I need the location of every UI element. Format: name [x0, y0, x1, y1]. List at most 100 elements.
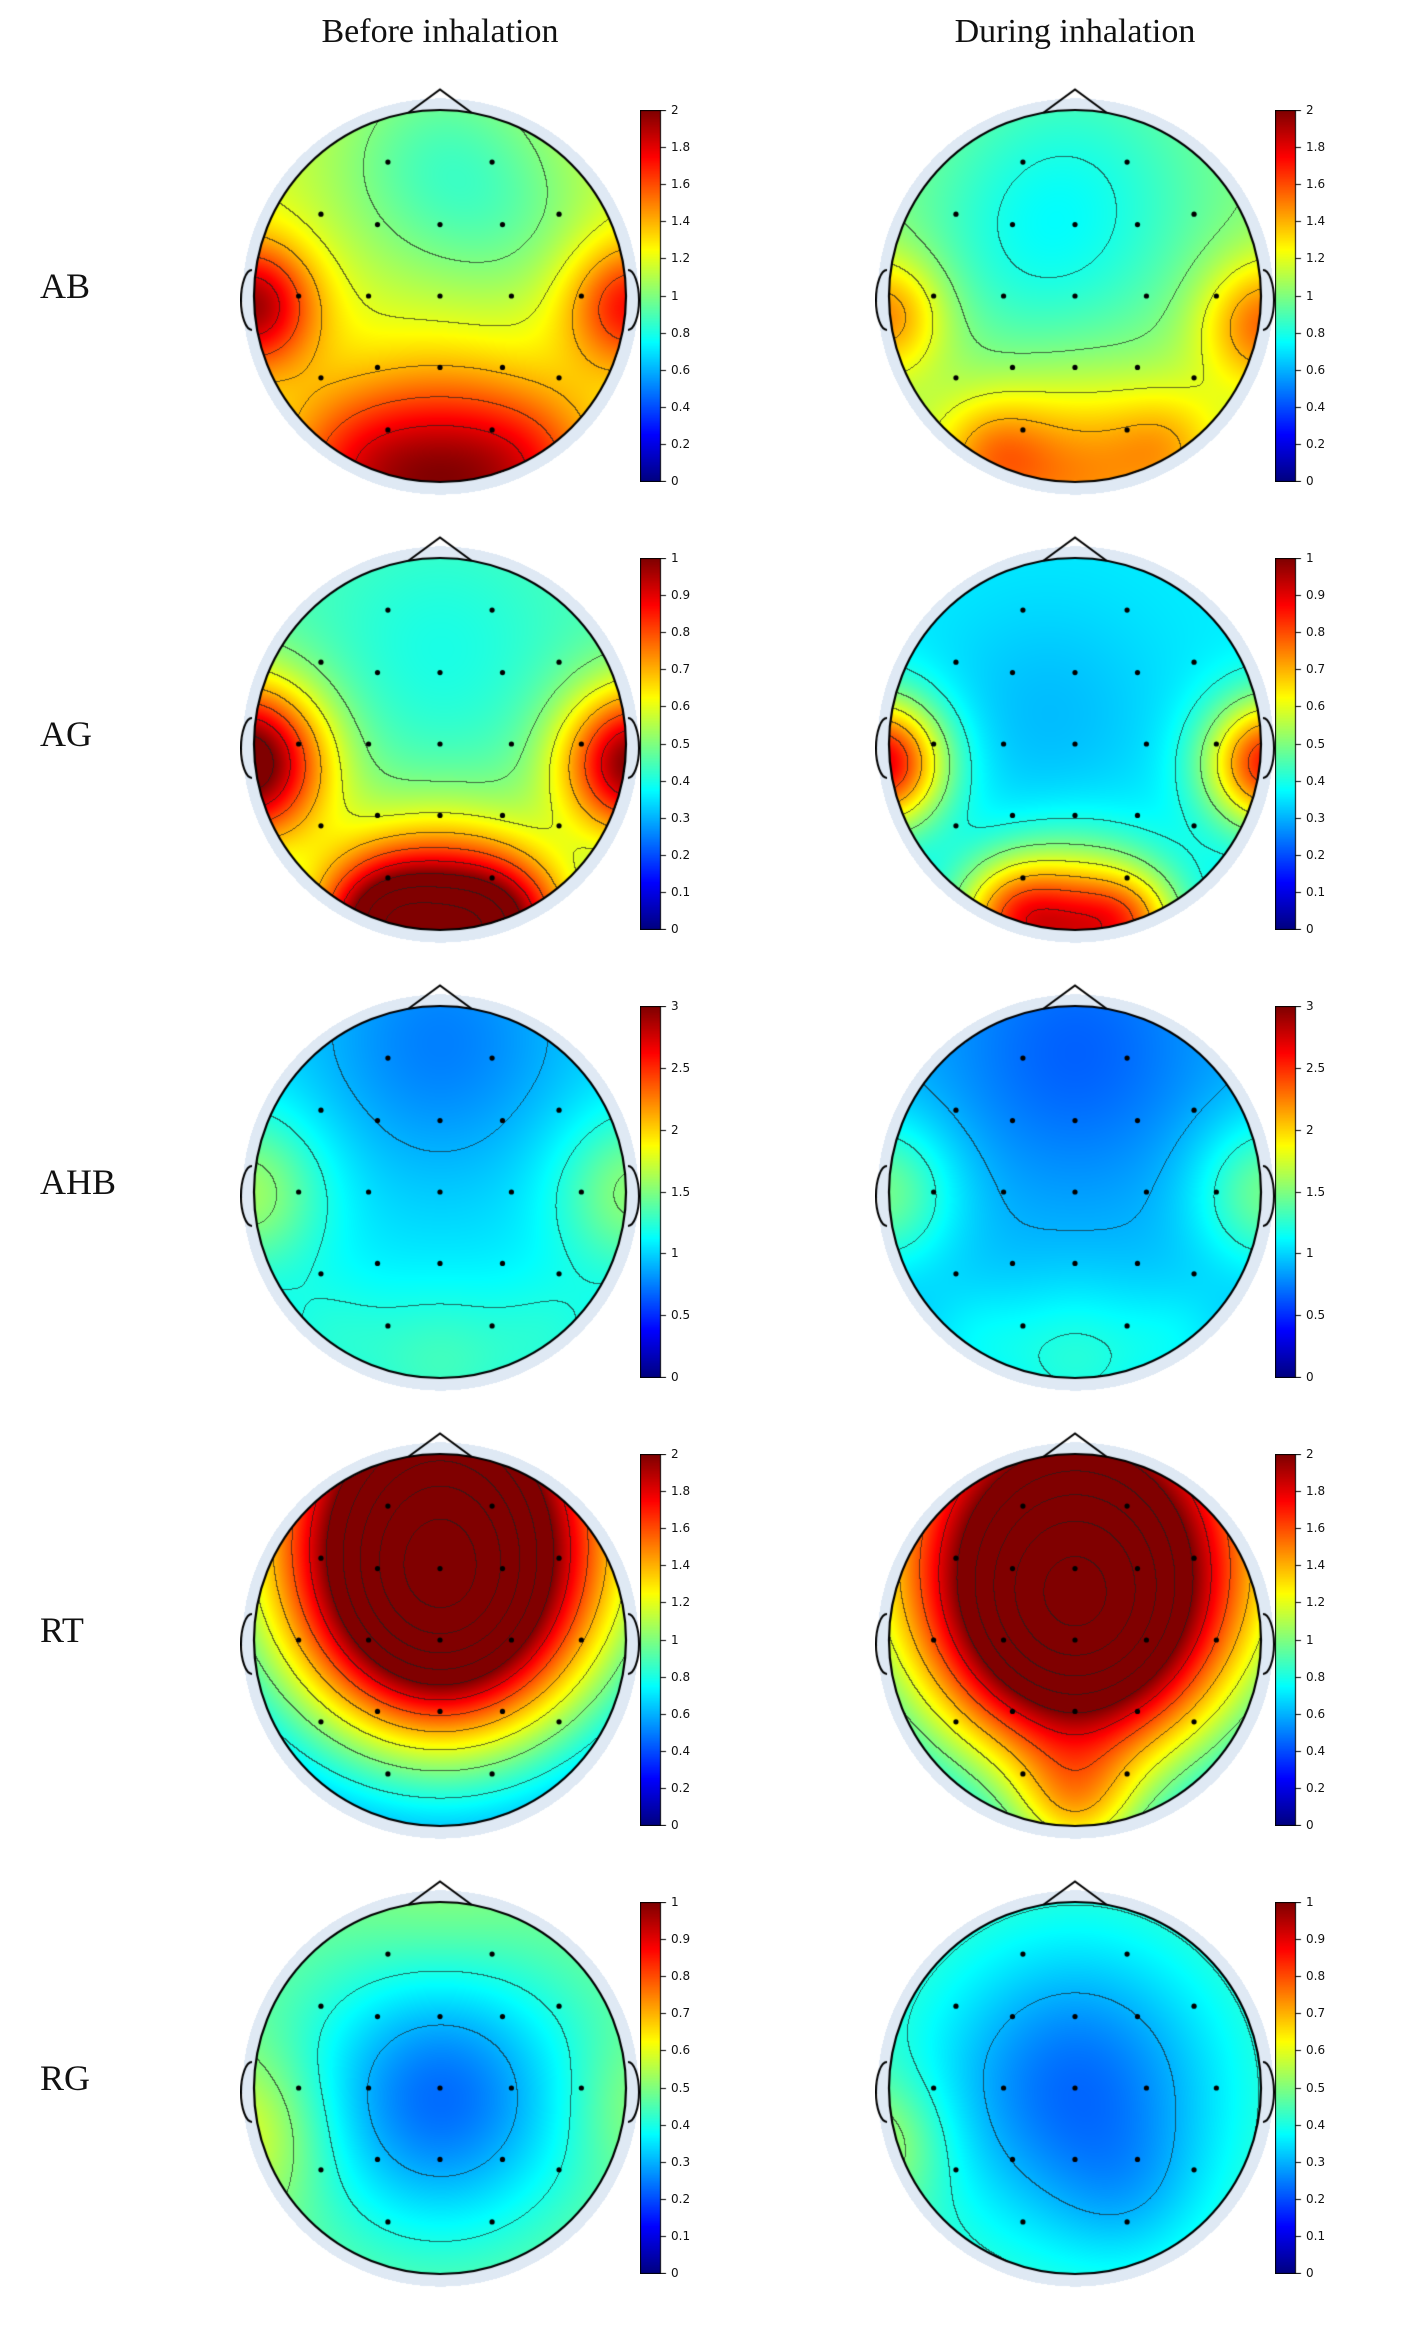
topomap-ahb-during — [875, 967, 1275, 1397]
colorbar-gradient — [640, 110, 670, 482]
colorbar-tick-label: 0.2 — [671, 436, 691, 451]
topomap-canvas-rg-during — [875, 1863, 1275, 2293]
colorbar-tick-label: 2 — [1306, 1447, 1314, 1461]
colorbar-tick-label: 0.6 — [1306, 699, 1326, 714]
colorbar-tick-label: 0.7 — [671, 2006, 691, 2021]
colorbar-tick-label: 0.2 — [671, 1780, 691, 1795]
colorbar-tick-label: 0 — [1306, 1818, 1314, 1832]
colorbar-tick-label: 0 — [671, 1818, 679, 1832]
colorbar-tick-label: 0.2 — [1306, 847, 1326, 862]
topomap-canvas-ab-before — [240, 71, 640, 501]
colorbar-tick-label: 1 — [671, 288, 679, 303]
topomap-rg-during — [875, 1863, 1275, 2293]
colorbar-gradient — [1275, 558, 1305, 930]
colorbar-tick-label: 1 — [671, 551, 679, 565]
figure-row-rt: RT 0 0.2 0.4 0.6 0.8 1 1.2 1.4 1.6 1.8 2 0 0.2 0.4 0.6 0… — [0, 1406, 1405, 1854]
colorbar-tick-label: 0.4 — [671, 2117, 691, 2132]
colorbar-tick-label: 1.2 — [671, 1595, 691, 1610]
colorbar-tick-label: 1.6 — [1306, 177, 1326, 192]
colorbar-tick-label: 1.8 — [671, 1484, 691, 1499]
colorbar-tick-label: 0.7 — [671, 662, 691, 677]
colorbar-tick-label: 0.5 — [1306, 2080, 1326, 2095]
topomap-rt-before — [240, 1415, 640, 1845]
colorbar-tick-label: 0 — [1306, 922, 1314, 936]
colorbar-tick-label: 1 — [671, 1246, 679, 1261]
topomap-canvas-ag-during — [875, 519, 1275, 949]
colorbar-tick-label: 0.6 — [1306, 2043, 1326, 2058]
colorbar-tick-label: 1.6 — [1306, 1521, 1326, 1536]
topomap-canvas-ag-before — [240, 519, 640, 949]
colorbar-gradient — [1275, 110, 1305, 482]
colorbar-tick-label: 0.8 — [1306, 325, 1326, 340]
column-header-row: Before inhalation During inhalation — [0, 0, 1405, 62]
colorbar-gradient — [1275, 1902, 1305, 2274]
figure-row-rg: RG 0 0.1 0.2 0.3 0.4 0.5 0.6 0.7 0.8 0.9 1 0 0.1 0.2 0.… — [0, 1854, 1405, 2302]
colorbar-tick-label: 0.4 — [671, 399, 691, 414]
colorbar-gradient — [640, 1006, 670, 1378]
colorbar-tick-label: 1.8 — [1306, 140, 1326, 155]
topomap-ag-before — [240, 519, 640, 949]
colorbar-tick-label: 0.6 — [1306, 1706, 1326, 1721]
colorbar-tick-label: 1.6 — [671, 1521, 691, 1536]
row-label-ab: AB — [40, 266, 91, 306]
topomap-grid: AB 0 0.2 0.4 0.6 0.8 1 1.2 1.4 1.6 1.8 2 0 0.2 0.4 0.6 0… — [0, 62, 1405, 2302]
topomap-rg-before — [240, 1863, 640, 2293]
colorbar-tick-label: 1.4 — [1306, 1558, 1326, 1573]
colorbar-tick-label: 0.7 — [1306, 2006, 1326, 2021]
colorbar-tick-label: 0.1 — [671, 884, 691, 899]
colorbar-tick-label: 0.9 — [1306, 1932, 1326, 1947]
colorbar-gradient — [640, 1454, 670, 1826]
colorbar-tick-label: 0.2 — [1306, 436, 1326, 451]
colorbar-tick-label: 2 — [671, 1122, 679, 1137]
colorbar-rg-during: 0 0.1 0.2 0.3 0.4 0.5 0.6 0.7 0.8 0.9 1 — [1275, 1863, 1360, 2293]
colorbar-tick-label: 1.5 — [1306, 1184, 1326, 1199]
colorbar-tick-label: 0 — [671, 922, 679, 936]
colorbar-tick-label: 0.3 — [1306, 810, 1326, 825]
colorbar-tick-label: 1.8 — [1306, 1484, 1326, 1499]
colorbar-tick-label: 0 — [671, 2266, 679, 2280]
colorbar-tick-label: 1.2 — [671, 251, 691, 266]
colorbar-ab-during: 0 0.2 0.4 0.6 0.8 1 1.2 1.4 1.6 1.8 2 — [1275, 71, 1360, 501]
colorbar-tick-label: 1 — [671, 1895, 679, 1909]
colorbar-tick-label: 0.5 — [1306, 1308, 1326, 1323]
colorbar-tick-label: 2 — [1306, 103, 1314, 117]
figure-row-ag: AG 0 0.1 0.2 0.3 0.4 0.5 0.6 0.7 0.8 0.9 1 0 0.1 0.2 0.… — [0, 510, 1405, 958]
colorbar-tick-label: 0.2 — [1306, 1780, 1326, 1795]
colorbar-ag-during: 0 0.1 0.2 0.3 0.4 0.5 0.6 0.7 0.8 0.9 1 — [1275, 519, 1360, 949]
colorbar-tick-label: 0.9 — [671, 588, 691, 603]
colorbar-tick-label: 0.3 — [671, 810, 691, 825]
colorbar-tick-label: 0.2 — [1306, 2191, 1326, 2206]
colorbar-tick-label: 0.6 — [671, 362, 691, 377]
topomap-rt-during — [875, 1415, 1275, 1845]
colorbar-tick-label: 1 — [1306, 1895, 1314, 1909]
colorbar-tick-label: 3 — [671, 999, 679, 1013]
colorbar-tick-label: 0.8 — [671, 1969, 691, 1984]
colorbar-tick-label: 0.4 — [671, 1743, 691, 1758]
figure-row-ab: AB 0 0.2 0.4 0.6 0.8 1 1.2 1.4 1.6 1.8 2 0 0.2 0.4 0.6 0… — [0, 62, 1405, 510]
colorbar-tick-label: 0.3 — [671, 2154, 691, 2169]
colorbar-tick-label: 0.8 — [1306, 625, 1326, 640]
colorbar-tick-label: 0 — [671, 474, 679, 488]
colorbar-tick-label: 1.4 — [671, 214, 691, 229]
colorbar-tick-label: 0.6 — [1306, 362, 1326, 377]
column-title-before: Before inhalation — [321, 13, 559, 50]
colorbar-tick-label: 1.2 — [1306, 1595, 1326, 1610]
colorbar-ahb-during: 0 0.5 1 1.5 2 2.5 3 — [1275, 967, 1360, 1397]
colorbar-ab-before: 0 0.2 0.4 0.6 0.8 1 1.2 1.4 1.6 1.8 2 — [640, 71, 725, 501]
colorbar-tick-label: 0.9 — [1306, 588, 1326, 603]
row-label-ahb: AHB — [40, 1162, 117, 1202]
colorbar-tick-label: 0.8 — [671, 1669, 691, 1684]
colorbar-gradient — [640, 558, 670, 930]
colorbar-tick-label: 0 — [1306, 474, 1314, 488]
topomap-ab-before — [240, 71, 640, 501]
colorbar-tick-label: 0.8 — [1306, 1669, 1326, 1684]
colorbar-tick-label: 1.8 — [671, 140, 691, 155]
colorbar-rt-during: 0 0.2 0.4 0.6 0.8 1 1.2 1.4 1.6 1.8 2 — [1275, 1415, 1360, 1845]
colorbar-tick-label: 0.5 — [671, 736, 691, 751]
colorbar-gradient — [1275, 1454, 1305, 1826]
colorbar-ag-before: 0 0.1 0.2 0.3 0.4 0.5 0.6 0.7 0.8 0.9 1 — [640, 519, 725, 949]
colorbar-tick-label: 0.8 — [671, 625, 691, 640]
colorbar-tick-label: 3 — [1306, 999, 1314, 1013]
colorbar-tick-label: 0 — [1306, 1370, 1314, 1384]
colorbar-tick-label: 2 — [1306, 1122, 1314, 1137]
